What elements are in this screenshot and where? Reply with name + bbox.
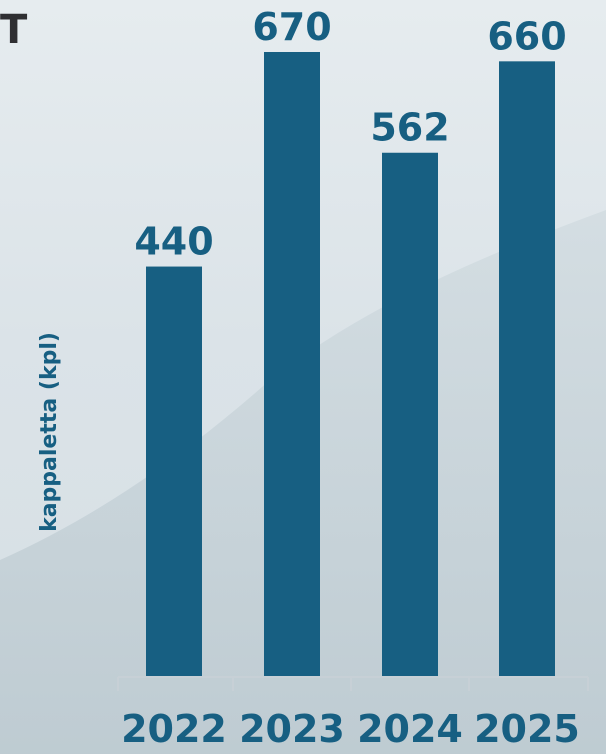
x-tick-label-2024: 2024	[357, 707, 463, 751]
x-tick-label-2022: 2022	[121, 707, 227, 751]
x-tick-label-2023: 2023	[239, 707, 345, 751]
y-axis-label: kappaletta (kpl)	[37, 332, 62, 532]
data-label-2024: 562	[370, 106, 449, 150]
data-label-2022: 440	[134, 220, 213, 264]
bar-2023	[264, 52, 320, 677]
bar-2022	[146, 266, 202, 677]
data-label-2025: 660	[487, 14, 566, 58]
bar-2025	[499, 61, 555, 677]
cut-off-title: T	[0, 7, 28, 53]
data-label-2023: 670	[252, 5, 331, 49]
x-tick-label-2025: 2025	[474, 707, 580, 751]
bar-2024	[382, 152, 438, 677]
